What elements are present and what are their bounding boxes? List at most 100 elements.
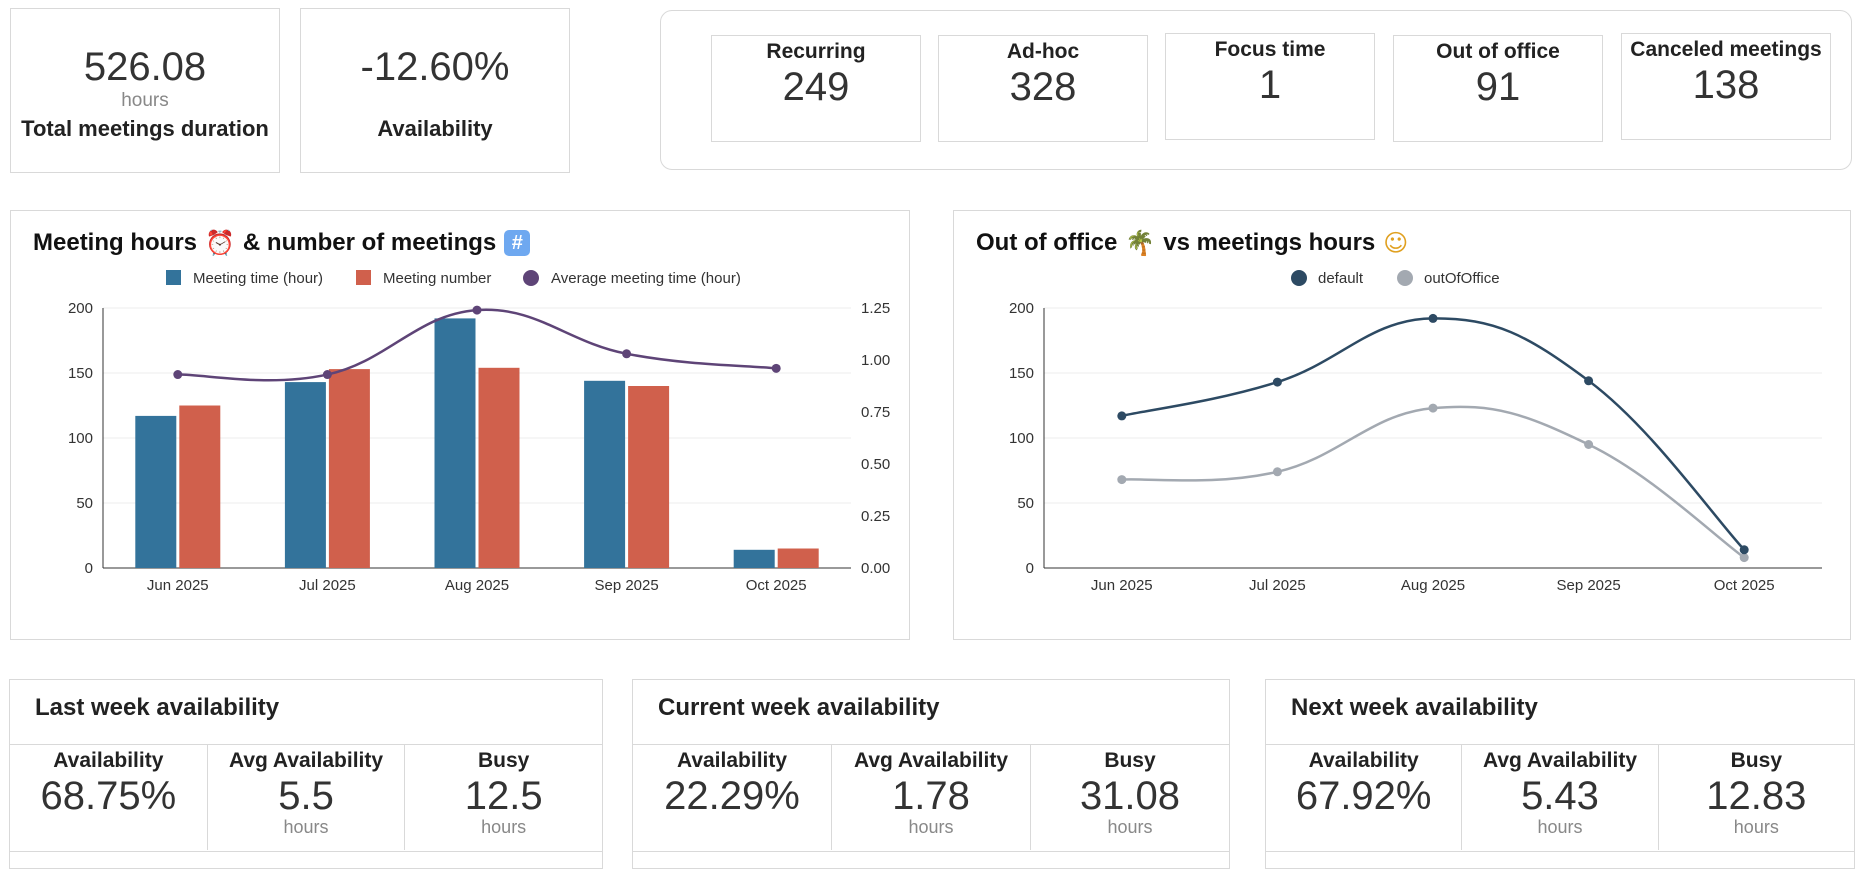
line-point xyxy=(1272,467,1282,477)
chart-title-part1: Out of office xyxy=(976,229,1118,256)
cell-value: 1.78 xyxy=(892,774,970,818)
y2-tick-label: 0.00 xyxy=(861,560,890,577)
nerd-face-icon: ☺ xyxy=(1383,229,1409,257)
cell-title: Availability xyxy=(676,749,788,772)
line-default xyxy=(1121,317,1746,551)
line-point xyxy=(622,349,632,359)
line-point xyxy=(1272,377,1282,387)
stat-title: Ad-hoc xyxy=(1006,40,1080,63)
x-tick-label: Sep 2025 xyxy=(594,577,658,594)
panel-title: Next week availability xyxy=(1291,694,1538,721)
line-point xyxy=(173,370,183,380)
y-tick-label: 50 xyxy=(76,495,93,512)
bar-meeting-number xyxy=(179,405,221,568)
avg-availability-cell: Avg Availability 5.5 hours xyxy=(208,745,406,850)
cell-unit: hours xyxy=(1537,817,1583,837)
chart-title: Out of office 🌴 vs meetings hours ☺ xyxy=(976,229,1408,257)
y-tick-label: 50 xyxy=(1017,495,1034,512)
busy-cell: Busy 12.5 hours xyxy=(405,745,602,850)
cell-value: 12.5 xyxy=(464,774,543,818)
x-tick-label: Jun 2025 xyxy=(1091,577,1153,594)
cell-value: 67.92% xyxy=(1295,774,1432,818)
cell-title: Avg Availability xyxy=(853,749,1009,772)
y-tick-label: 0 xyxy=(1026,560,1034,577)
cell-title: Busy xyxy=(478,749,530,772)
legend-swatch xyxy=(166,270,181,285)
legend-label: Meeting number xyxy=(383,270,491,287)
y-tick-label: 100 xyxy=(1009,430,1034,447)
alarm-clock-icon: ⏰ xyxy=(205,229,235,257)
line-average-meeting-time xyxy=(177,308,777,382)
kpi-total-duration-unit: hours xyxy=(121,90,169,111)
last-week-availability-card: Last week availability Availability 68.7… xyxy=(9,679,603,869)
stat-value: 1 xyxy=(1258,63,1282,107)
bar-meeting-time xyxy=(284,382,326,568)
legend-swatch xyxy=(1397,270,1413,286)
stat-value: 91 xyxy=(1475,65,1521,109)
bar-meeting-time xyxy=(434,318,476,568)
availability-row: Availability 67.92% Avg Availability 5.4… xyxy=(1266,744,1854,850)
stat-value: 328 xyxy=(1009,65,1077,109)
bar-meeting-time xyxy=(733,549,775,568)
x-tick-label: Jul 2025 xyxy=(1249,577,1306,594)
y-tick-label: 100 xyxy=(68,430,93,447)
meeting-hours-chart-card: Meeting hours ⏰ & number of meetings # M… xyxy=(10,210,910,640)
current-week-availability-card: Current week availability Availability 2… xyxy=(632,679,1230,869)
kpi-availability-value: -12.60% xyxy=(360,45,510,89)
y-tick-label: 200 xyxy=(68,300,93,317)
legend-label: Average meeting time (hour) xyxy=(551,270,741,287)
y2-tick-label: 0.25 xyxy=(861,508,890,525)
stat-canceled-meetings: Canceled meetings 138 xyxy=(1621,33,1831,140)
cell-title: Availability xyxy=(1308,749,1419,772)
kpi-total-duration-value: 526.08 xyxy=(83,45,207,89)
x-tick-label: Jul 2025 xyxy=(299,577,356,594)
line-point xyxy=(322,370,332,380)
cell-title: Avg Availability xyxy=(1482,749,1638,772)
x-tick-label: Aug 2025 xyxy=(445,577,509,594)
y-tick-label: 150 xyxy=(1009,365,1034,382)
availability-cell: Availability 22.29% xyxy=(633,745,832,850)
availability-row: Availability 68.75% Avg Availability 5.5… xyxy=(10,744,602,850)
stat-value: 138 xyxy=(1692,63,1760,107)
cell-title: Avg Availability xyxy=(228,749,384,772)
stat-title: Recurring xyxy=(766,40,866,63)
cell-title: Availability xyxy=(53,749,164,772)
legend-swatch xyxy=(356,270,371,285)
legend-swatch xyxy=(523,270,539,286)
busy-cell: Busy 31.08 hours xyxy=(1031,745,1229,850)
out-of-office-chart-card: Out of office 🌴 vs meetings hours ☺ defa… xyxy=(953,210,1851,640)
legend-swatch xyxy=(1291,270,1307,286)
legend-label: default xyxy=(1318,270,1364,287)
line-point xyxy=(1428,403,1438,413)
line-point xyxy=(1584,440,1594,449)
stat-recurring: Recurring 249 xyxy=(711,35,921,142)
chart-title-part2: & number of meetings xyxy=(242,229,497,256)
legend-label: outOfOffice xyxy=(1424,270,1500,287)
palm-tree-icon: 🌴 xyxy=(1125,229,1156,257)
line-point xyxy=(1428,313,1438,323)
avg-availability-cell: Avg Availability 5.43 hours xyxy=(1462,745,1659,850)
cell-unit: hours xyxy=(1107,817,1153,837)
legend-label: Meeting time (hour) xyxy=(193,270,323,287)
kpi-availability-label: Availability xyxy=(377,116,493,141)
stat-out-of-office: Out of office 91 xyxy=(1393,35,1603,142)
bar-meeting-time xyxy=(584,380,626,568)
cell-unit: hours xyxy=(481,817,527,837)
line-point xyxy=(1117,475,1127,485)
cell-unit: hours xyxy=(283,817,329,837)
stat-value: 249 xyxy=(782,65,850,109)
availability-cell: Availability 67.92% xyxy=(1266,745,1463,850)
panel-title: Last week availability xyxy=(35,694,280,721)
cell-value: 22.29% xyxy=(664,774,800,818)
kpi-total-duration-card: 526.08 hours Total meetings duration xyxy=(10,8,280,173)
stat-title: Focus time xyxy=(1214,38,1326,61)
x-tick-label: Aug 2025 xyxy=(1401,577,1465,594)
line-point xyxy=(472,305,482,315)
availability-cell: Availability 68.75% xyxy=(10,745,208,850)
stat-focus-time: Focus time 1 xyxy=(1165,33,1375,140)
cell-value: 68.75% xyxy=(40,774,177,818)
availability-row: Availability 22.29% Avg Availability 1.7… xyxy=(633,744,1229,850)
line-point xyxy=(771,363,781,373)
meeting-stats-card: Recurring 249 Ad-hoc 328 Focus time 1 Ou… xyxy=(660,10,1852,170)
kpi-total-duration-label: Total meetings duration xyxy=(21,116,269,141)
